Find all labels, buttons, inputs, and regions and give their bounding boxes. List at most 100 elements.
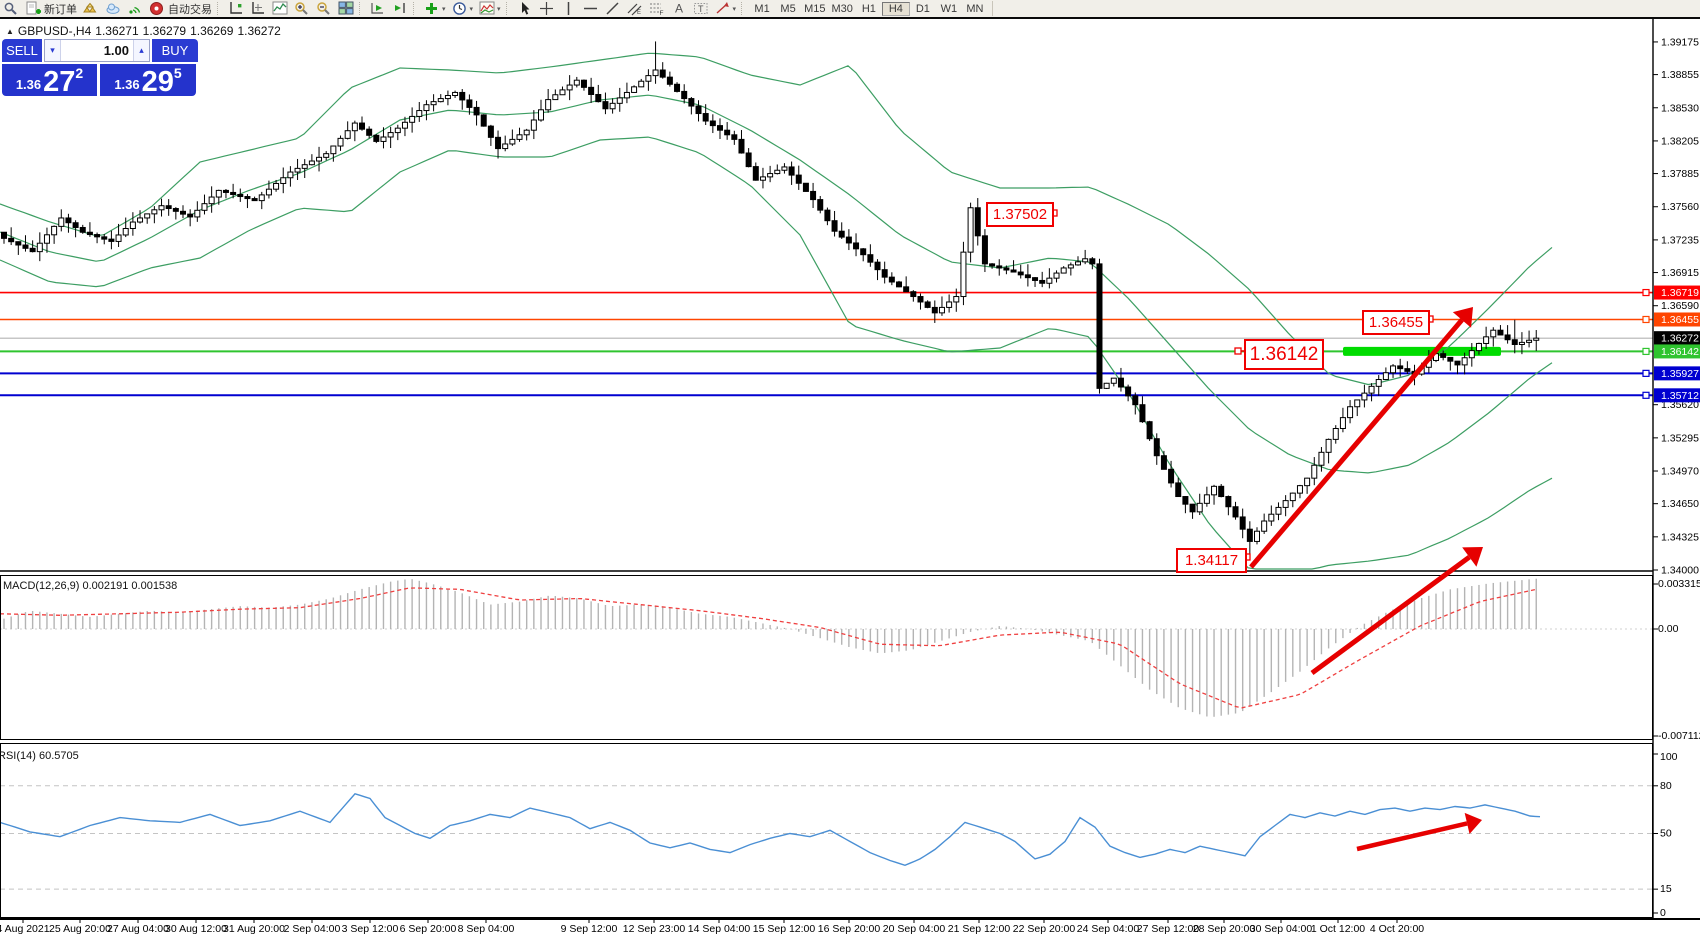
new-order-button[interactable]: 新订单 <box>22 1 80 16</box>
shapes-icon[interactable]: ▾ <box>712 1 740 16</box>
quote-close: 1.36272 <box>237 24 281 38</box>
auto-scroll-icon[interactable] <box>389 1 411 16</box>
time-tick-label: 14 Sep 04:00 <box>688 923 751 935</box>
price-badge-1.36272 <box>1654 331 1700 346</box>
period-icon[interactable]: ▾ <box>449 1 477 16</box>
data-window-icon[interactable] <box>225 1 247 16</box>
search-icon[interactable] <box>0 1 22 16</box>
price-callout-1.36142[interactable]: 1.36142 <box>1244 339 1324 370</box>
autotrading-button[interactable]: 自动交易 <box>146 1 215 16</box>
price-callout-1.34117[interactable]: 1.34117 <box>1176 548 1247 573</box>
macd-label: MACD(12,26,9) 0.002191 0.001538 <box>3 580 178 592</box>
tile-windows-icon[interactable] <box>335 1 357 16</box>
crosshair-window-icon <box>252 2 264 14</box>
level-anchor-marker[interactable] <box>1642 347 1650 356</box>
timeframe-m15-button[interactable]: M15 <box>804 2 826 15</box>
price-axis: 1.39175 1.38855 1.38530 1.38205 1.37885 1.375… <box>1642 36 1700 577</box>
market-icon <box>83 2 97 13</box>
buy-price-small: 1.36 <box>114 77 140 92</box>
search-icon <box>4 2 17 15</box>
signals-icon[interactable] <box>124 1 146 16</box>
quote-open: 1.36271 <box>95 24 139 38</box>
trend-arrow-2[interactable] <box>1310 547 1483 676</box>
sell-price-sup: 2 <box>75 65 84 81</box>
level-anchor-marker[interactable] <box>1642 288 1650 297</box>
toolbar-end-divider <box>991 1 994 16</box>
toolbar-separator <box>505 2 512 15</box>
timeframe-m5-button[interactable]: M5 <box>780 2 796 15</box>
add-indicator-icon <box>426 3 437 14</box>
horizontal-level-lines[interactable] <box>0 291 1653 397</box>
price-callout-1.36455[interactable]: 1.36455 <box>1362 310 1430 335</box>
shapes-icon-dropdown[interactable]: ▾ <box>732 5 737 13</box>
chart-type-icon-dropdown[interactable]: ▾ <box>497 5 501 13</box>
price-callout-1.37502[interactable]: 1.37502 <box>986 202 1054 227</box>
indicator-axes: 0.003315 0.00 -0.007112 100 80 50 15 0 <box>1653 578 1700 919</box>
zoom-out-icon <box>317 2 330 15</box>
crosshair-window-icon[interactable] <box>247 1 269 16</box>
crosshair-icon <box>539 2 553 15</box>
chart-shift-icon[interactable] <box>367 1 389 16</box>
trend-arrow-1[interactable] <box>1249 307 1473 569</box>
crosshair-icon[interactable] <box>536 1 558 16</box>
new-order-button <box>26 1 41 15</box>
timeframe-h1-button[interactable]: H1 <box>861 2 876 15</box>
level-anchor-marker[interactable] <box>1642 369 1650 377</box>
zoom-in-icon <box>295 2 308 15</box>
channel-icon: E <box>627 3 641 16</box>
toolbar: 新订单 自动交易 ▾ ▾ ▾ E F A T ▾ M1 M5 M15 M30 H1 H4 D1 W1 MN <box>0 0 1700 19</box>
trend-arrows[interactable] <box>1249 307 1483 852</box>
period-icon <box>452 2 466 15</box>
tile-windows-icon <box>338 1 354 15</box>
add-indicator-icon-dropdown[interactable]: ▾ <box>442 5 446 13</box>
text-icon[interactable]: A <box>668 1 690 16</box>
trendline-icon[interactable] <box>602 1 624 16</box>
price-badge-1.36455 <box>1654 312 1700 327</box>
trend-arrow-3[interactable] <box>1356 812 1482 852</box>
timeframe-m1-button[interactable]: M1 <box>754 2 770 15</box>
zoom-in-icon[interactable] <box>291 1 313 16</box>
cloud-icon <box>106 3 120 14</box>
vertical-line-icon[interactable] <box>558 1 580 16</box>
buy-button[interactable]: BUY <box>152 39 198 62</box>
timeframe-d1-button[interactable]: D1 <box>915 2 930 15</box>
sell-button[interactable]: SELL <box>2 39 42 62</box>
level-anchor-marker[interactable] <box>1642 391 1650 399</box>
buy-price-display[interactable]: 1.36 29 5 <box>100 64 196 97</box>
timeframe-w1-button[interactable]: W1 <box>940 2 958 15</box>
horizontal-line-icon <box>583 7 597 10</box>
macd-axis-label: 0.00 <box>1658 623 1679 635</box>
channel-icon[interactable]: E <box>624 1 646 16</box>
autotrading-button <box>150 2 163 15</box>
sell-price-display[interactable]: 1.36 27 2 <box>2 64 97 97</box>
cursor-icon[interactable] <box>514 1 536 16</box>
green-highlight-zone[interactable] <box>1343 346 1501 356</box>
time-tick-label: 1 Oct 12:00 <box>1311 923 1365 935</box>
text-icon: A <box>675 2 683 16</box>
price-tick-label: 1.34970 <box>1661 466 1699 478</box>
label-icon[interactable]: T <box>690 1 712 16</box>
market-icon[interactable] <box>80 1 102 16</box>
chart-window-icon[interactable] <box>269 1 291 16</box>
timeframe-mn-button[interactable]: MN <box>966 2 984 15</box>
price-tick-label: 1.35295 <box>1661 432 1699 444</box>
cloud-icon[interactable] <box>102 1 124 16</box>
timeframe-m30-button[interactable]: M30 <box>831 2 853 15</box>
time-tick-label: 25 Aug 20:00 <box>49 923 111 935</box>
candlestick-series <box>1 41 1540 559</box>
volume-decrease-button[interactable]: ▾ <box>45 40 61 61</box>
fibonacci-icon[interactable]: F <box>646 1 668 16</box>
macd-histogram <box>3 578 1537 717</box>
chart-type-icon[interactable]: ▾ <box>476 1 504 16</box>
horizontal-line-icon[interactable] <box>580 1 602 16</box>
volume-increase-button[interactable]: ▴ <box>133 40 149 61</box>
level-anchor-marker[interactable] <box>1642 315 1650 324</box>
price-badge-label: 1.35927 <box>1661 368 1699 380</box>
vertical-line-icon <box>567 2 569 15</box>
period-icon-dropdown[interactable]: ▾ <box>469 5 474 13</box>
price-badge-label: 1.35712 <box>1661 390 1699 402</box>
zoom-out-icon[interactable] <box>313 1 335 16</box>
volume-input[interactable] <box>61 40 133 61</box>
timeframe-h4-button[interactable]: H4 <box>881 1 910 16</box>
add-indicator-icon[interactable]: ▾ <box>421 1 449 16</box>
